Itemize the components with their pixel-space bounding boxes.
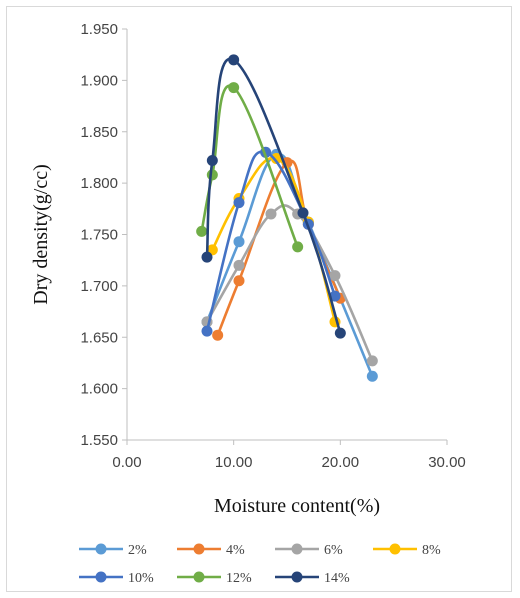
data-point	[292, 241, 304, 253]
legend-item: 10%	[79, 571, 154, 586]
data-point	[366, 370, 378, 382]
x-axis-title: Moisture content(%)	[214, 495, 380, 517]
data-point	[233, 259, 245, 271]
y-tick-label: 1.750	[80, 227, 118, 244]
legend-label: 6%	[324, 543, 343, 558]
legend-marker	[193, 543, 205, 555]
data-point	[233, 275, 245, 287]
series-14pct	[201, 54, 346, 339]
data-point	[233, 236, 245, 248]
data-point	[270, 152, 282, 164]
series-4pct	[212, 157, 346, 341]
legend-item: 2%	[79, 543, 147, 558]
data-point	[201, 251, 213, 263]
y-tick-label: 1.600	[80, 381, 118, 398]
x-tick-label: 20.00	[322, 454, 360, 471]
legend-marker	[95, 571, 107, 583]
y-tick-label: 1.550	[80, 432, 118, 449]
legend-item: 4%	[177, 543, 245, 558]
legend-item: 6%	[275, 543, 343, 558]
data-point	[297, 207, 309, 219]
legend-marker	[389, 543, 401, 555]
data-point	[329, 270, 341, 282]
series-line	[205, 57, 342, 334]
y-tick-label: 1.800	[80, 175, 118, 192]
axes: 1.550 1.600 1.650 1.700 1.750 1.800 1.850 1.900…	[80, 21, 465, 471]
series-line	[205, 150, 337, 332]
series-10pct	[201, 146, 341, 337]
y-tick-label: 1.950	[80, 21, 118, 38]
legend-item: 12%	[177, 571, 252, 586]
data-point	[329, 290, 341, 302]
data-point	[201, 325, 213, 337]
legend-label: 12%	[226, 571, 252, 586]
data-point	[334, 327, 346, 339]
legend-marker	[95, 543, 107, 555]
line-chart: 1.550 1.600 1.650 1.700 1.750 1.800 1.850 1.900…	[30, 21, 466, 586]
legend-marker	[193, 571, 205, 583]
data-point	[228, 54, 240, 66]
legend-label: 4%	[226, 543, 245, 558]
x-tick-label: 10.00	[215, 454, 253, 471]
data-point	[265, 208, 277, 220]
chart-frame: 1.550 1.600 1.650 1.700 1.750 1.800 1.850 1.900…	[6, 6, 512, 592]
legend-item: 14%	[275, 571, 350, 586]
data-point	[366, 355, 378, 367]
legend-label: 14%	[324, 571, 350, 586]
legend: 2% 4% 6% 8% 10% 12% 14%	[79, 543, 441, 586]
legend-label: 8%	[422, 543, 441, 558]
series-line	[205, 204, 374, 362]
legend-label: 10%	[128, 571, 154, 586]
series-6pct	[201, 204, 378, 367]
x-tick-label: 0.00	[112, 454, 141, 471]
data-point	[233, 197, 245, 209]
data-point	[228, 82, 240, 94]
legend-marker	[291, 543, 303, 555]
legend-marker	[291, 571, 303, 583]
y-tick-label: 1.650	[80, 329, 118, 346]
y-axis-title: Dry density(g/cc)	[30, 164, 52, 305]
y-tick-label: 1.700	[80, 278, 118, 295]
data-point	[206, 155, 218, 167]
x-tick-label: 30.00	[428, 454, 466, 471]
y-tick-label: 1.900	[80, 72, 118, 89]
legend-item: 8%	[373, 543, 441, 558]
legend-label: 2%	[128, 543, 147, 558]
y-tick-label: 1.850	[80, 124, 118, 141]
data-point	[196, 225, 208, 237]
data-point	[212, 329, 224, 341]
series-lines	[196, 54, 378, 382]
